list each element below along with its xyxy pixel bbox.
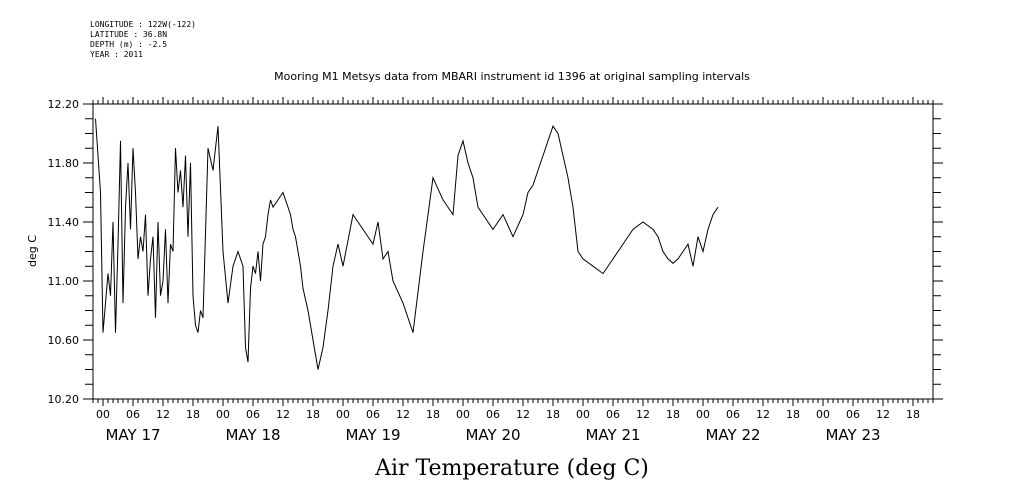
x-hour-label: 18 bbox=[666, 408, 680, 421]
x-hour-label: 18 bbox=[426, 408, 440, 421]
x-hour-label: 12 bbox=[876, 408, 890, 421]
x-axis-label: Air Temperature (deg C) bbox=[374, 456, 649, 481]
temperature-series-line bbox=[95, 118, 719, 370]
x-axis: 00 06 12 18 00 06 12 18 00 06 12 18 00 06 12 18 00 06 12 18… bbox=[92, 97, 934, 444]
x-hour-label: 12 bbox=[636, 408, 650, 421]
x-day-label: MAY 20 bbox=[465, 426, 520, 444]
x-hour-label: 00 bbox=[696, 408, 710, 421]
x-hour-label: 00 bbox=[456, 408, 470, 421]
y-axis-label: deg C bbox=[26, 235, 39, 267]
x-hour-label: 12 bbox=[396, 408, 410, 421]
longitude-text: LONGITUDE : 122W(-122) bbox=[90, 20, 196, 29]
latitude-text: LATITUDE : 36.8N bbox=[90, 30, 168, 39]
y-tick-label: 12.20 bbox=[48, 98, 80, 111]
x-day-label: MAY 19 bbox=[345, 426, 400, 444]
y-tick-label: 10.20 bbox=[48, 393, 80, 406]
x-hour-label: 00 bbox=[216, 408, 230, 421]
chart-title: Mooring M1 Metsys data from MBARI instru… bbox=[274, 70, 750, 83]
x-hour-label: 12 bbox=[516, 408, 530, 421]
x-hour-label: 18 bbox=[306, 408, 320, 421]
x-hour-label: 00 bbox=[336, 408, 350, 421]
x-hour-label: 18 bbox=[186, 408, 200, 421]
x-day-label: MAY 17 bbox=[105, 426, 160, 444]
x-hour-label: 06 bbox=[246, 408, 260, 421]
x-hour-label: 06 bbox=[606, 408, 620, 421]
series-layer bbox=[95, 118, 719, 370]
x-day-label: MAY 23 bbox=[825, 426, 880, 444]
x-hour-label: 06 bbox=[486, 408, 500, 421]
x-hour-label: 06 bbox=[366, 408, 380, 421]
x-hour-label: 06 bbox=[846, 408, 860, 421]
x-day-label: MAY 18 bbox=[225, 426, 280, 444]
x-hour-label: 06 bbox=[126, 408, 140, 421]
y-tick-label: 11.00 bbox=[48, 275, 80, 288]
x-hour-label: 18 bbox=[546, 408, 560, 421]
depth-text: DEPTH (m) : -2.5 bbox=[90, 40, 168, 49]
x-hour-label: 06 bbox=[726, 408, 740, 421]
x-day-label: MAY 21 bbox=[585, 426, 640, 444]
x-hour-label: 00 bbox=[816, 408, 830, 421]
location-metadata: LONGITUDE : 122W(-122) LATITUDE : 36.8N … bbox=[90, 20, 196, 60]
y-tick-label: 11.40 bbox=[48, 216, 80, 229]
y-axis: 10.20 10.60 11.00 11.40 11.80 12.20 bbox=[48, 98, 943, 406]
x-hour-label: 18 bbox=[786, 408, 800, 421]
x-hour-label: 00 bbox=[96, 408, 110, 421]
x-hour-label: 00 bbox=[576, 408, 590, 421]
x-hour-label: 12 bbox=[756, 408, 770, 421]
x-day-label: MAY 22 bbox=[705, 426, 760, 444]
x-hour-label: 18 bbox=[906, 408, 920, 421]
x-hour-label: 12 bbox=[276, 408, 290, 421]
y-tick-label: 11.80 bbox=[48, 157, 80, 170]
y-tick-label: 10.60 bbox=[48, 334, 80, 347]
x-hour-label: 12 bbox=[156, 408, 170, 421]
year-text: YEAR : 2011 bbox=[90, 50, 143, 59]
